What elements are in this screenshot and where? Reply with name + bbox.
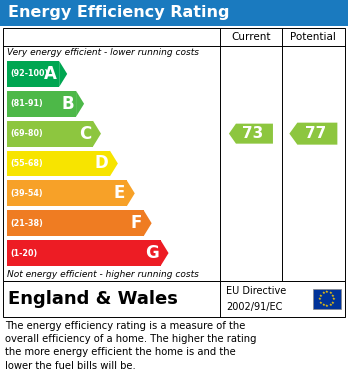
Text: B: B <box>62 95 74 113</box>
Polygon shape <box>290 123 337 145</box>
Polygon shape <box>110 151 118 176</box>
Polygon shape <box>160 240 168 266</box>
Text: (21-38): (21-38) <box>10 219 43 228</box>
Text: G: G <box>145 244 159 262</box>
Text: EU Directive: EU Directive <box>226 286 286 296</box>
Bar <box>7 61 59 87</box>
Text: ★: ★ <box>322 303 325 307</box>
Bar <box>0 0 348 26</box>
Bar <box>7 210 144 236</box>
Text: Current: Current <box>231 32 271 42</box>
Bar <box>7 151 110 176</box>
Text: F: F <box>130 214 142 232</box>
Bar <box>7 240 160 266</box>
Text: Not energy efficient - higher running costs: Not energy efficient - higher running co… <box>7 270 199 279</box>
Text: ★: ★ <box>319 301 323 305</box>
Bar <box>3 281 345 317</box>
Text: Potential: Potential <box>291 32 336 42</box>
Text: ★: ★ <box>325 304 329 308</box>
Text: ★: ★ <box>331 301 335 305</box>
Text: ★: ★ <box>332 297 336 301</box>
Text: Energy Efficiency Rating: Energy Efficiency Rating <box>8 5 229 20</box>
Text: (69-80): (69-80) <box>10 129 43 138</box>
Text: ★: ★ <box>331 294 335 298</box>
Text: C: C <box>79 125 91 143</box>
Bar <box>313 289 341 309</box>
Bar <box>7 121 93 147</box>
Text: 2002/91/EC: 2002/91/EC <box>226 302 283 312</box>
Text: (55-68): (55-68) <box>10 159 43 168</box>
Text: ★: ★ <box>325 290 329 294</box>
Text: 73: 73 <box>242 126 263 141</box>
Text: ★: ★ <box>319 294 323 298</box>
Text: ★: ★ <box>318 297 322 301</box>
Bar <box>7 91 76 117</box>
Bar <box>3 28 345 281</box>
Polygon shape <box>144 210 152 236</box>
Polygon shape <box>59 61 67 87</box>
Polygon shape <box>93 121 101 147</box>
Text: (1-20): (1-20) <box>10 249 37 258</box>
Text: 77: 77 <box>305 126 326 141</box>
Text: (39-54): (39-54) <box>10 189 42 198</box>
Text: ★: ★ <box>329 303 332 307</box>
Text: E: E <box>113 185 125 203</box>
Text: A: A <box>44 65 57 83</box>
Text: D: D <box>94 154 108 172</box>
Polygon shape <box>127 180 135 206</box>
Polygon shape <box>229 124 273 143</box>
Text: (81-91): (81-91) <box>10 99 43 108</box>
Text: Very energy efficient - lower running costs: Very energy efficient - lower running co… <box>7 48 199 57</box>
Text: England & Wales: England & Wales <box>8 290 178 308</box>
Text: (92-100): (92-100) <box>10 70 48 79</box>
Bar <box>7 180 127 206</box>
Polygon shape <box>76 91 84 117</box>
Text: ★: ★ <box>329 291 332 295</box>
Text: ★: ★ <box>322 291 325 295</box>
Text: The energy efficiency rating is a measure of the
overall efficiency of a home. T: The energy efficiency rating is a measur… <box>5 321 256 371</box>
